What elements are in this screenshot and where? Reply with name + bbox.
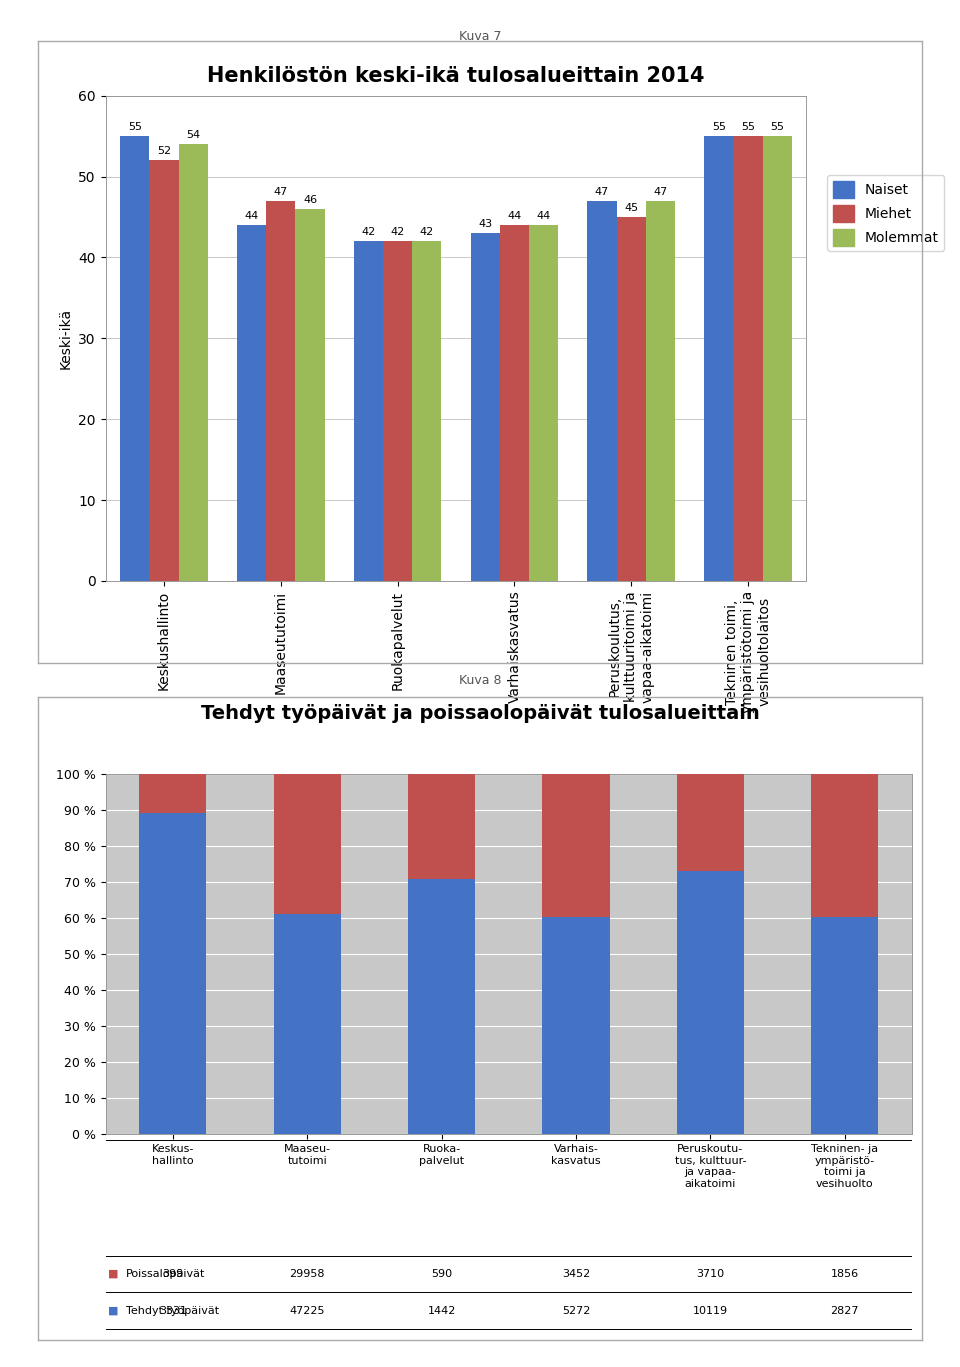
- Text: 55: 55: [128, 122, 142, 133]
- Bar: [150, 160, 179, 581]
- Bar: [408, 879, 475, 1135]
- Bar: [179, 144, 207, 581]
- Bar: [705, 137, 733, 581]
- Bar: [677, 774, 744, 871]
- Bar: [383, 241, 412, 581]
- Text: 10119: 10119: [693, 1305, 728, 1315]
- Bar: [274, 774, 341, 915]
- Text: 55: 55: [711, 122, 726, 133]
- Text: 3710: 3710: [696, 1269, 725, 1280]
- Bar: [616, 217, 646, 581]
- Text: 1856: 1856: [830, 1269, 859, 1280]
- Text: 42: 42: [361, 227, 375, 238]
- Bar: [762, 137, 792, 581]
- Text: 52: 52: [156, 146, 171, 156]
- Text: 43: 43: [478, 219, 492, 230]
- Text: 55: 55: [741, 122, 755, 133]
- Text: Kuva 8: Kuva 8: [459, 674, 501, 688]
- Bar: [646, 201, 675, 581]
- Bar: [412, 241, 442, 581]
- Legend: Naiset, Miehet, Molemmat: Naiset, Miehet, Molemmat: [828, 175, 945, 252]
- Bar: [588, 201, 616, 581]
- Text: 42: 42: [391, 227, 405, 238]
- Bar: [470, 234, 500, 581]
- Text: Tekninen- ja
ympäristö-
toimi ja
vesihuolto: Tekninen- ja ympäristö- toimi ja vesihuo…: [811, 1144, 878, 1189]
- Text: 46: 46: [303, 195, 317, 205]
- Text: Varhais-
kasvatus: Varhais- kasvatus: [551, 1144, 601, 1166]
- Text: 399: 399: [162, 1269, 183, 1280]
- Text: 44: 44: [245, 211, 259, 221]
- Text: Poissalopäivät: Poissalopäivät: [126, 1269, 205, 1280]
- Text: 44: 44: [507, 211, 521, 221]
- Bar: [811, 774, 878, 917]
- Text: Ruoka-
palvelut: Ruoka- palvelut: [419, 1144, 465, 1166]
- Bar: [811, 917, 878, 1135]
- Bar: [266, 201, 296, 581]
- Text: Tehdyt työpäivät: Tehdyt työpäivät: [126, 1305, 219, 1315]
- Bar: [542, 774, 610, 917]
- Bar: [237, 226, 266, 581]
- Text: 47: 47: [653, 187, 667, 197]
- Text: 2827: 2827: [830, 1305, 859, 1315]
- Y-axis label: Keski-ikä: Keski-ikä: [59, 308, 73, 369]
- Text: 47: 47: [274, 187, 288, 197]
- Text: 590: 590: [431, 1269, 452, 1280]
- Text: 29958: 29958: [290, 1269, 324, 1280]
- Text: 42: 42: [420, 227, 434, 238]
- Text: ■: ■: [108, 1305, 119, 1315]
- Bar: [677, 871, 744, 1135]
- Text: 3452: 3452: [562, 1269, 590, 1280]
- Bar: [733, 137, 762, 581]
- Bar: [139, 813, 206, 1135]
- Text: Kuva 7: Kuva 7: [459, 30, 501, 44]
- Bar: [500, 226, 529, 581]
- Text: 47: 47: [595, 187, 610, 197]
- Text: Maaseu-
tutoimi: Maaseu- tutoimi: [283, 1144, 331, 1166]
- Text: ■: ■: [108, 1269, 119, 1280]
- Text: 44: 44: [537, 211, 551, 221]
- Text: 1442: 1442: [427, 1305, 456, 1315]
- Title: Henkilöstön keski-ikä tulosalueittain 2014: Henkilöstön keski-ikä tulosalueittain 20…: [207, 66, 705, 86]
- Bar: [408, 774, 475, 879]
- Text: 45: 45: [624, 202, 638, 213]
- Text: Peruskoutu-
tus, kulttuur-
ja vapaa-
aikatoimi: Peruskoutu- tus, kulttuur- ja vapaa- aik…: [675, 1144, 746, 1189]
- Bar: [139, 774, 206, 813]
- Bar: [354, 241, 383, 581]
- Text: Tehdyt työpäivät ja poissaolopäivät tulosalueittain: Tehdyt työpäivät ja poissaolopäivät tulo…: [201, 704, 759, 723]
- Text: 54: 54: [186, 130, 201, 141]
- Bar: [120, 137, 150, 581]
- Bar: [274, 915, 341, 1135]
- Bar: [296, 209, 324, 581]
- Text: Keskus-
hallinto: Keskus- hallinto: [152, 1144, 194, 1166]
- Text: 5272: 5272: [562, 1305, 590, 1315]
- Text: 3331: 3331: [158, 1305, 187, 1315]
- Text: 47225: 47225: [290, 1305, 324, 1315]
- Bar: [529, 226, 558, 581]
- Text: 55: 55: [770, 122, 784, 133]
- Bar: [542, 917, 610, 1135]
